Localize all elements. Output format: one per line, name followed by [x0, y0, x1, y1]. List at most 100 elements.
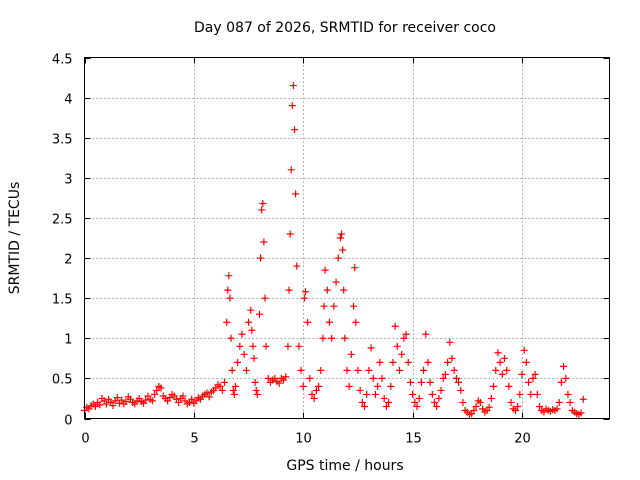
x-tick-label: 10	[295, 432, 312, 447]
data-point	[179, 392, 187, 400]
data-point	[227, 334, 235, 342]
data-point	[343, 366, 351, 374]
y-tick-label: 2.5	[52, 213, 73, 228]
data-point	[420, 366, 428, 374]
data-point	[553, 405, 561, 413]
data-point	[536, 402, 543, 410]
data-point	[351, 264, 359, 272]
data-point	[118, 396, 126, 404]
data-point	[229, 386, 237, 394]
data-point	[385, 398, 393, 406]
data-point	[247, 306, 255, 314]
data-point	[299, 382, 307, 390]
data-point	[396, 366, 403, 374]
data-point	[505, 382, 513, 390]
data-point	[562, 374, 570, 382]
data-point	[310, 394, 318, 402]
data-point	[221, 378, 228, 386]
data-point	[555, 398, 563, 406]
data-point	[374, 382, 382, 390]
data-point	[413, 402, 421, 410]
data-point	[264, 374, 272, 382]
data-point	[308, 390, 316, 398]
data-point	[417, 378, 425, 386]
data-point	[261, 294, 269, 302]
data-point	[450, 366, 458, 374]
data-point	[356, 386, 364, 394]
data-point	[317, 366, 325, 374]
data-point	[492, 366, 500, 374]
data-point	[234, 358, 242, 366]
data-point	[494, 349, 502, 357]
data-point	[291, 126, 298, 134]
data-point	[431, 398, 438, 406]
data-point	[259, 200, 267, 208]
data-point	[389, 358, 397, 366]
data-point	[250, 354, 258, 362]
data-point	[330, 302, 338, 310]
data-point	[400, 334, 408, 342]
data-point	[498, 370, 506, 378]
data-point	[282, 373, 290, 381]
data-point	[476, 398, 484, 406]
data-point	[435, 394, 443, 402]
data-point	[226, 294, 234, 302]
data-point	[511, 406, 519, 414]
data-point	[411, 398, 419, 406]
data-point	[522, 358, 530, 366]
data-point	[352, 318, 360, 326]
data-point	[338, 230, 346, 238]
x-tick-label: 15	[405, 432, 422, 447]
data-point	[398, 350, 406, 358]
data-point	[312, 386, 320, 394]
x-tick-labels: 0 5 10 15 20	[81, 432, 530, 447]
data-point	[249, 342, 257, 350]
data-point	[514, 402, 522, 410]
y-tick-label: 0	[64, 414, 72, 429]
data-point	[151, 390, 158, 398]
x-tick-label: 0	[81, 432, 89, 447]
data-point	[175, 398, 183, 406]
data-point	[205, 393, 213, 401]
data-point	[252, 386, 260, 394]
data-point	[376, 358, 384, 366]
data-point	[323, 286, 331, 294]
data-point	[490, 382, 498, 390]
data-point	[577, 409, 585, 417]
data-point	[350, 302, 358, 310]
data-point	[406, 378, 414, 386]
data-point	[109, 402, 117, 410]
data-point	[230, 390, 238, 398]
data-point	[341, 334, 349, 342]
data-point	[404, 358, 412, 366]
y-tick-labels: 0 0.5 1 1.5 2 2.5 3 3.5 4 4.5	[52, 53, 73, 429]
data-point	[339, 246, 347, 254]
data-point	[340, 286, 348, 294]
plot-frame	[84, 57, 610, 419]
data-point	[153, 386, 161, 394]
data-point	[315, 382, 323, 390]
chart-title: Day 087 of 2026, SRMTID for receiver coc…	[194, 20, 496, 36]
data-point	[326, 318, 333, 326]
data-point	[365, 366, 373, 374]
data-point	[345, 382, 353, 390]
data-point	[452, 374, 460, 382]
y-tick-label: 4	[64, 93, 72, 108]
data-point	[367, 344, 375, 352]
data-point	[288, 102, 296, 110]
data-point	[354, 366, 362, 374]
data-point	[284, 342, 292, 350]
data-point	[446, 338, 454, 346]
data-point	[501, 354, 508, 362]
data-point	[102, 400, 110, 408]
data-point	[257, 254, 265, 262]
data-point	[157, 384, 165, 392]
data-point	[258, 206, 266, 214]
data-point	[470, 406, 478, 414]
data-point	[433, 402, 441, 410]
y-axis-label: SRMTID / TECUs	[7, 182, 23, 295]
data-point	[422, 330, 430, 338]
data-point	[256, 310, 263, 318]
y-tick-label: 4.5	[52, 53, 73, 68]
